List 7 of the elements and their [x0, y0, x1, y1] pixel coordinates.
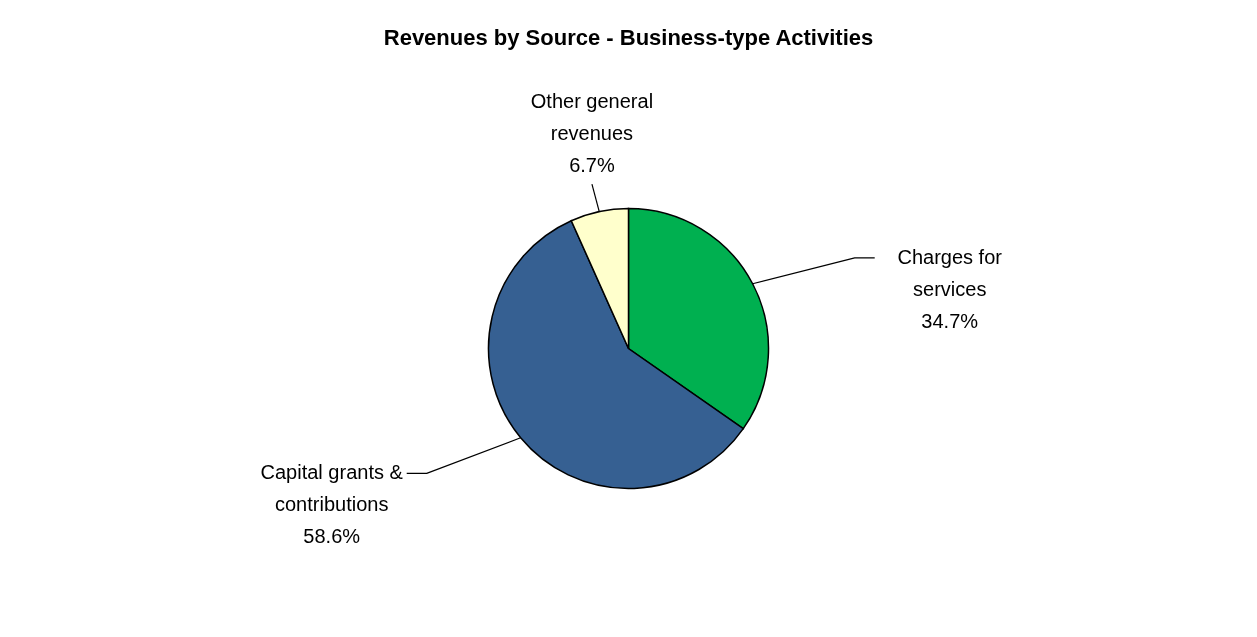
- data-label: 34.7%: [921, 309, 979, 332]
- slice-label: Other general revenues: [530, 90, 654, 145]
- data-label: 58.6%: [303, 525, 361, 548]
- chart-title: Revenues by Source - Business-type Activities: [383, 25, 874, 50]
- slice-label: Capital grants & contributions: [260, 461, 404, 516]
- slice-label: Charges for services: [897, 245, 1003, 300]
- data-label: 6.7%: [569, 154, 615, 177]
